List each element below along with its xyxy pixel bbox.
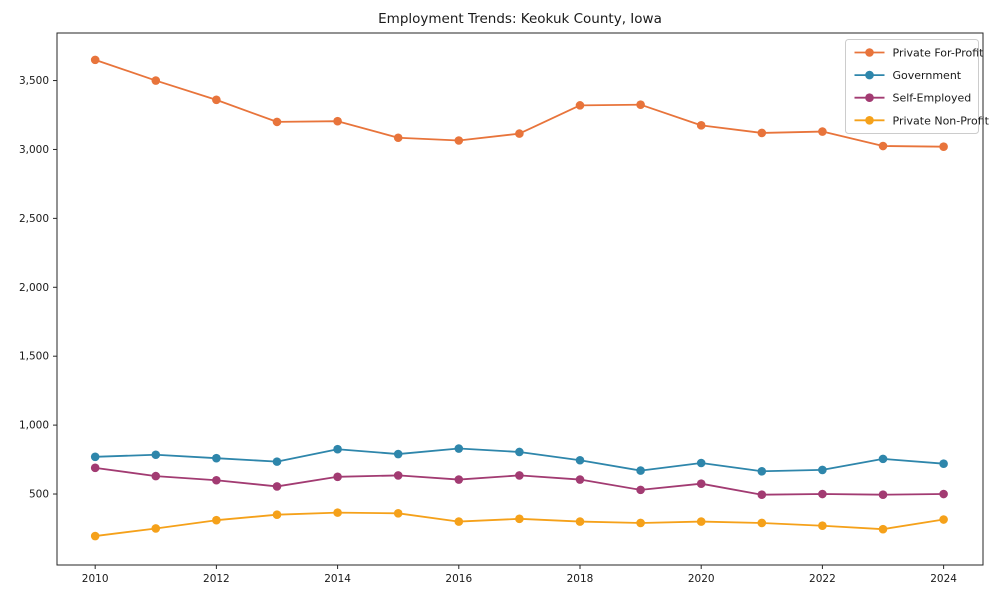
legend-item-self-employed: Self-Employed [854,92,972,105]
data-point [454,136,464,145]
y-axis-tick-label: 3,500 [19,75,49,87]
series-private-for-profit [90,55,948,152]
legend: Private For-Profit Government Self-Employe… [845,39,990,134]
data-point [939,142,948,152]
data-point [818,489,827,499]
legend-label: Private Non-Profit [893,114,990,127]
data-point [757,518,767,528]
data-point [393,509,403,518]
data-point [818,521,827,531]
data-point [90,531,100,541]
legend-label: Private For-Profit [893,47,985,60]
data-point [515,129,524,138]
data-point [696,479,706,488]
data-point [151,450,161,460]
y-axis-tick-label: 500 [29,489,49,501]
data-point [515,471,524,480]
legend-item-government: Government [854,69,962,82]
legend-marker-icon [865,116,874,125]
y-axis-tick-label: 2,000 [19,282,49,294]
data-point [757,128,767,138]
legend-box [845,39,979,134]
data-point [515,447,524,457]
x-axis-tick-label: 2024 [930,573,957,585]
data-point [515,514,524,524]
data-point [393,471,403,480]
y-axis-tick-label: 1,500 [19,351,49,363]
legend-marker-icon [865,70,874,80]
data-point [696,458,706,468]
data-point [90,55,100,65]
legend-marker-icon [865,93,874,102]
x-axis-tick-label: 2010 [82,573,109,585]
data-point [272,510,282,519]
plot-area-border [56,32,984,566]
data-point [454,517,464,526]
data-point [212,515,221,525]
data-point [696,121,706,130]
data-point [818,127,827,136]
series-self-employed [90,463,948,500]
chart-title: Employment Trends: Keokuk County, Iowa [378,11,662,27]
y-axis-tick-label: 3,000 [19,144,49,156]
data-point [575,517,585,526]
data-point [757,466,767,476]
data-point [151,471,161,481]
x-axis-tick-label: 2012 [203,573,230,585]
data-point [939,515,948,524]
data-point [878,141,888,151]
series-private-non-profit [90,508,948,541]
x-axis-tick-label: 2016 [445,573,472,585]
data-point [878,454,888,464]
legend-item-private-for-profit: Private For-Profit [854,47,985,60]
data-point [90,452,100,462]
x-axis-tick-label: 2018 [567,573,594,585]
x-axis-tick-label: 2022 [809,573,836,585]
data-point [575,455,585,465]
data-point [393,133,403,143]
data-point [212,95,221,105]
data-point [272,457,282,466]
x-axis-tick-label: 2020 [688,573,715,585]
legend-marker-icon [865,48,874,57]
data-point [878,524,888,534]
data-point [333,444,342,454]
data-point [696,517,706,526]
legend-label: Self-Employed [893,92,972,105]
data-point [575,475,585,484]
data-point [151,76,161,85]
legend-item-private-non-profit: Private Non-Profit [854,114,990,127]
legend-label: Government [893,69,962,82]
data-point [151,524,161,533]
data-point [636,485,645,495]
data-point [757,490,767,500]
data-point [636,466,645,475]
data-point [333,472,342,482]
data-point [212,475,221,485]
data-point [272,482,282,491]
data-point [575,101,585,110]
data-point [636,100,645,109]
data-point [212,453,221,463]
data-point [90,463,100,473]
data-point [393,449,403,459]
data-point [333,508,342,517]
data-point [939,489,948,499]
data-point [878,490,888,500]
data-point [333,116,342,126]
y-axis-tick-label: 1,000 [19,420,49,432]
data-point [454,475,464,484]
y-axis-tick-label: 2,500 [19,213,49,225]
data-point [818,465,827,475]
data-point [454,444,464,453]
series-government [90,444,948,476]
data-point [636,518,645,528]
data-point [939,459,948,468]
x-axis-tick-label: 2014 [324,573,351,585]
data-point [272,117,282,127]
